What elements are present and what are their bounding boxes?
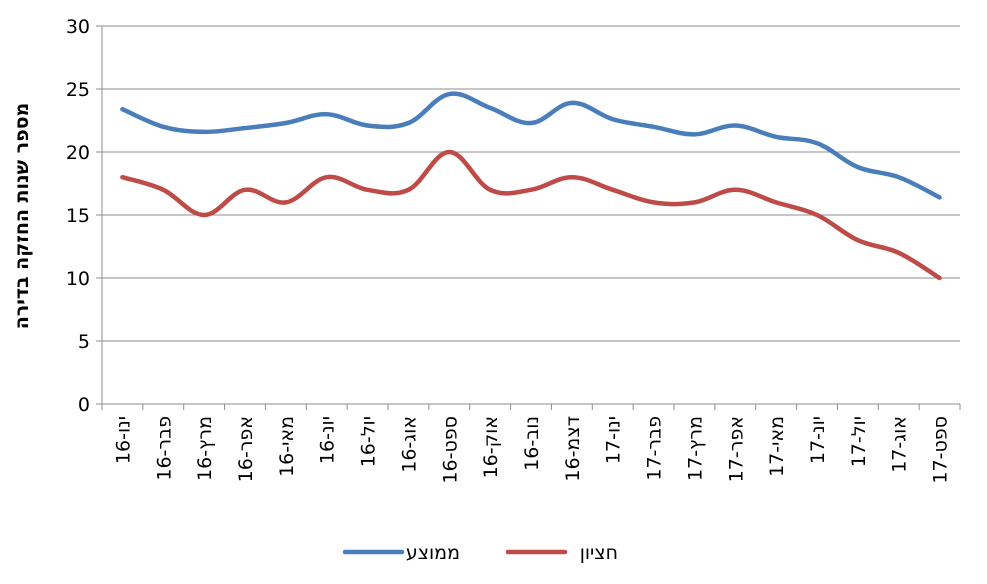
y-tick-label: 0 <box>78 394 90 416</box>
series-lines <box>120 91 942 281</box>
legend-label-1: חציון <box>580 542 618 564</box>
y-tick-label: 20 <box>66 142 90 164</box>
x-tick-label: יול-16 <box>358 416 380 467</box>
x-tick-label: יונ-17 <box>807 416 829 464</box>
x-tick-label: ספט-17 <box>930 416 952 484</box>
series-line-0 <box>120 91 942 200</box>
x-tick-label: אפר-16 <box>235 416 257 482</box>
y-tick-label: 25 <box>66 79 90 101</box>
x-tick-label: מרץ-16 <box>194 416 216 481</box>
x-tick-label: אוק-16 <box>480 416 502 478</box>
y-axis-label: מספר שנות החזקה בדירה <box>11 103 33 330</box>
x-tick-label: מרץ-17 <box>684 416 706 481</box>
x-tick-label: יונ-16 <box>317 416 339 464</box>
x-tick-label: מאי-16 <box>276 416 298 477</box>
x-tick-label: אפר-17 <box>725 416 747 482</box>
x-tick-label: פבר-16 <box>153 416 175 481</box>
x-tick-label: ינו-16 <box>112 416 134 464</box>
x-tick-label: דצמ-16 <box>562 416 584 482</box>
x-tick-label: פבר-17 <box>644 416 666 481</box>
y-tick-label: 10 <box>66 268 90 290</box>
y-axis: 0 5 10 15 20 25 30 <box>66 16 103 416</box>
gridlines <box>102 25 960 342</box>
y-tick-label: 30 <box>66 16 90 38</box>
x-tick-label: אוג-17 <box>889 416 911 473</box>
x-tick-label: אוג-16 <box>398 416 420 473</box>
x-tick-label: מאי-17 <box>766 416 788 477</box>
y-tick-label: 15 <box>66 205 90 227</box>
x-tick-label: ינו-17 <box>603 416 625 464</box>
x-axis: ינו-16 פבר-16 מרץ-16 אפר-16 מאי-16 יונ-16 יול-… <box>101 403 961 484</box>
x-tick-label: נוב-16 <box>521 416 543 471</box>
legend: ממוצע חציון <box>342 542 618 564</box>
x-tick-label: ספט-16 <box>439 416 461 484</box>
x-tick-label: יול-17 <box>848 416 870 467</box>
legend-label-0: ממוצע <box>406 542 460 564</box>
series-line-1 <box>120 149 942 281</box>
y-tick-label: 5 <box>78 331 90 353</box>
